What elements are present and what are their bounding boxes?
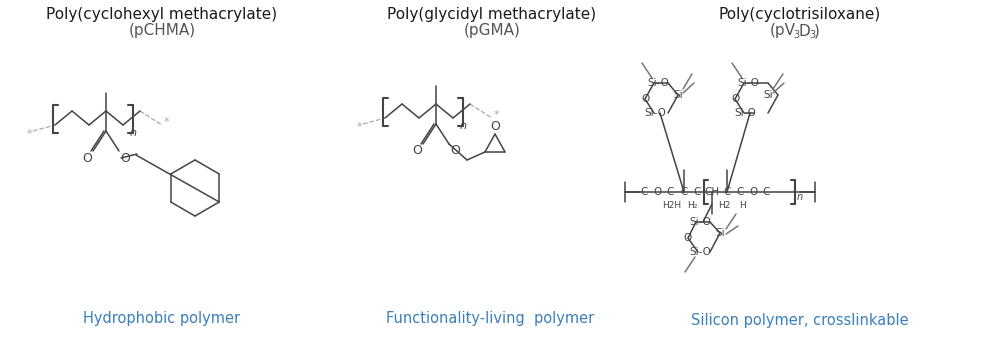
Text: Si-O: Si-O [734,108,756,118]
Text: Si: Si [763,90,773,100]
Text: Si-O: Si-O [689,217,711,227]
Text: Poly(cyclotrisiloxane): Poly(cyclotrisiloxane) [719,7,881,23]
Text: 3: 3 [809,29,815,40]
Text: Poly(cyclohexyl methacrylate): Poly(cyclohexyl methacrylate) [46,7,277,23]
Text: Si-O: Si-O [644,108,665,118]
Text: O: O [82,151,92,165]
Text: Hydrophobic polymer: Hydrophobic polymer [84,311,241,325]
Text: Si: Si [716,228,724,238]
Text: O: O [731,94,739,104]
Text: C: C [723,187,730,197]
Text: CH: CH [705,187,720,197]
Text: *: * [493,110,498,120]
Text: O: O [653,187,662,197]
Text: C: C [666,187,673,197]
Text: Si: Si [673,90,683,100]
Text: H: H [738,201,745,211]
Text: Si-O: Si-O [737,78,759,88]
Text: n: n [130,128,137,138]
Text: Si-O: Si-O [647,78,669,88]
Text: ): ) [814,24,820,39]
Text: Silicon polymer, crosslinkable: Silicon polymer, crosslinkable [691,314,909,329]
Text: (pV: (pV [770,24,796,39]
Text: *: * [163,117,169,127]
Text: n: n [797,192,803,202]
Text: *: * [27,129,31,139]
Text: Si-O: Si-O [689,247,711,257]
Text: Poly(glycidyl methacrylate): Poly(glycidyl methacrylate) [387,7,597,23]
Text: *: * [356,122,362,132]
Text: O: O [684,233,692,243]
Text: O: O [641,94,649,104]
Text: n: n [459,121,467,131]
Text: H₂: H₂ [687,201,697,211]
Text: D: D [798,24,810,39]
Text: (pCHMA): (pCHMA) [129,24,196,39]
Text: C: C [680,187,688,197]
Text: H2: H2 [718,201,730,211]
Text: C: C [762,187,770,197]
Text: O: O [749,187,757,197]
Text: Functionality-living  polymer: Functionality-living polymer [386,311,594,325]
Text: C: C [693,187,701,197]
Text: O: O [491,120,500,132]
Text: O: O [412,145,422,158]
Text: 3: 3 [793,29,799,40]
Text: O: O [450,145,460,158]
Text: H2H: H2H [663,201,681,211]
Text: O: O [120,151,130,165]
Text: C: C [640,187,648,197]
Text: C: C [736,187,744,197]
Text: (pGMA): (pGMA) [464,24,520,39]
